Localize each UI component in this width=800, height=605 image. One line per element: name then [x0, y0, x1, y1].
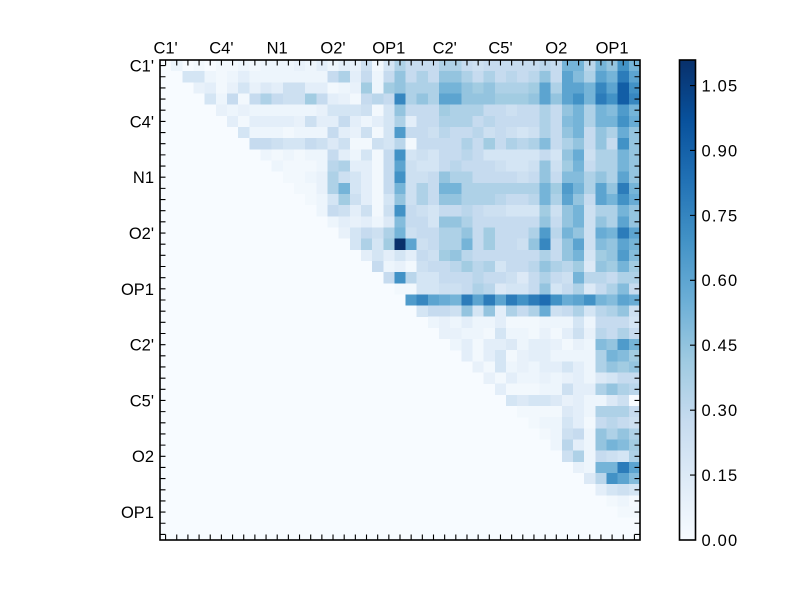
svg-text:0.30: 0.30	[702, 402, 739, 420]
svg-text:OP1: OP1	[596, 40, 629, 58]
svg-text:0.15: 0.15	[702, 467, 739, 485]
svg-text:C4': C4'	[209, 40, 233, 58]
svg-text:0.45: 0.45	[702, 337, 739, 355]
svg-text:OP1: OP1	[121, 281, 154, 299]
svg-text:C4': C4'	[130, 113, 154, 131]
svg-text:0.90: 0.90	[702, 142, 739, 160]
svg-text:N1: N1	[267, 40, 288, 58]
svg-text:N1: N1	[133, 169, 154, 187]
svg-text:C2': C2'	[130, 337, 154, 355]
svg-text:C1': C1'	[130, 58, 154, 76]
svg-text:0.75: 0.75	[702, 207, 739, 225]
svg-text:0.00: 0.00	[702, 532, 739, 550]
svg-text:OP1: OP1	[121, 504, 154, 522]
svg-text:O2': O2'	[129, 225, 154, 243]
svg-text:0.60: 0.60	[702, 272, 739, 290]
svg-text:C1': C1'	[153, 40, 177, 58]
svg-text:C2': C2'	[433, 40, 457, 58]
svg-text:1.05: 1.05	[702, 78, 739, 96]
svg-text:C5': C5'	[130, 392, 154, 410]
svg-text:O2: O2	[132, 448, 154, 466]
svg-text:OP1: OP1	[372, 40, 405, 58]
svg-text:C5': C5'	[488, 40, 512, 58]
svg-text:O2': O2'	[320, 40, 345, 58]
svg-text:O2: O2	[545, 40, 567, 58]
